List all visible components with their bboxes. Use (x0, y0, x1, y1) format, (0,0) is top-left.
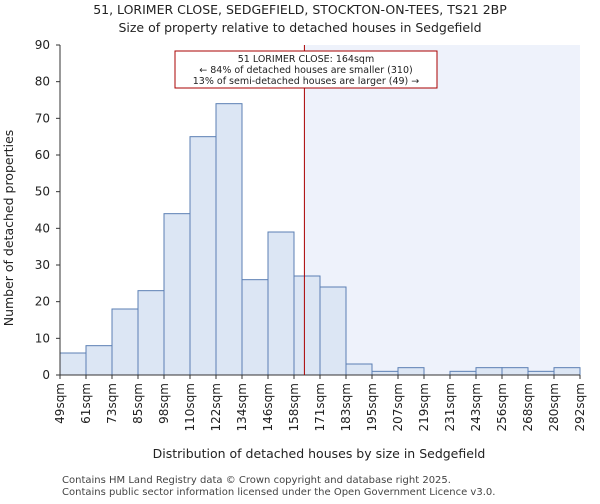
x-axis-label: Distribution of detached houses by size … (153, 446, 486, 461)
x-tick-label: 61sqm (79, 383, 93, 424)
y-tick-label: 10 (35, 331, 50, 345)
bar-98sqm (163, 213, 191, 376)
x-tick-label: 292sqm (573, 383, 587, 431)
highlight-region (304, 45, 580, 375)
x-tick-label: 73sqm (105, 383, 119, 424)
y-tick-label: 80 (35, 75, 50, 89)
annotation-line-2: ← 84% of detached houses are smaller (31… (199, 65, 412, 76)
bar-146sqm (267, 231, 295, 376)
bar-122sqm (215, 103, 243, 376)
x-tick-label: 219sqm (417, 383, 431, 431)
x-tick-label: 207sqm (391, 383, 405, 431)
y-axis-label: Number of detached properties (1, 130, 16, 327)
footer-line-1: Contains HM Land Registry data © Crown c… (62, 475, 451, 486)
x-tick-label: 158sqm (287, 383, 301, 431)
bars-group (59, 103, 581, 376)
bar-243sqm (475, 367, 503, 376)
y-tick-label: 30 (35, 258, 50, 272)
bar-85sqm (137, 290, 165, 376)
x-tick-label: 110sqm (183, 383, 197, 431)
bar-256sqm (501, 367, 529, 376)
bar-158sqm (293, 275, 321, 376)
x-tick-label: 98sqm (157, 383, 171, 424)
bar-171sqm (319, 286, 347, 376)
bar-110sqm (189, 136, 217, 376)
bar-231sqm (449, 370, 477, 376)
annotation-box (174, 50, 438, 89)
bar-73sqm (111, 308, 139, 376)
y-tick-label: 0 (42, 368, 50, 382)
annotation-line-3: 13% of semi-detached houses are larger (… (193, 76, 420, 87)
y-tick-label: 50 (35, 185, 50, 199)
x-tick-label: 134sqm (235, 383, 249, 431)
y-tick-label: 70 (35, 111, 50, 125)
chart-subtitle: Size of property relative to detached ho… (118, 20, 481, 35)
y-tick-label: 90 (35, 38, 50, 52)
footer-line-2: Contains public sector information licen… (62, 487, 495, 498)
bar-61sqm (85, 345, 113, 376)
y-tick-label: 20 (35, 295, 50, 309)
bar-183sqm (345, 363, 373, 376)
bar-134sqm (241, 279, 269, 376)
x-ticks: 49sqm 61sqm 73sqm 85sqm 98sqm 110sqm 122sqm 134… (53, 375, 587, 431)
x-tick-label: 49sqm (53, 383, 67, 424)
x-tick-label: 256sqm (495, 383, 509, 431)
y-ticks: 0 10 20 30 40 50 60 70 80 90 (35, 38, 60, 382)
x-tick-label: 85sqm (131, 383, 145, 424)
bar-49sqm (59, 352, 87, 376)
x-tick-label: 183sqm (339, 383, 353, 431)
x-tick-label: 195sqm (365, 383, 379, 431)
y-tick-label: 60 (35, 148, 50, 162)
bar-268sqm (527, 370, 555, 376)
x-tick-label: 146sqm (261, 383, 275, 431)
x-tick-label: 243sqm (469, 383, 483, 431)
chart-title: 51, LORIMER CLOSE, SEDGEFIELD, STOCKTON-… (93, 2, 507, 17)
x-tick-label: 122sqm (209, 383, 223, 431)
bar-207sqm (397, 367, 425, 376)
bar-195sqm (371, 370, 399, 376)
bar-280sqm (553, 367, 581, 376)
y-tick-label: 40 (35, 221, 50, 235)
x-tick-label: 280sqm (547, 383, 561, 431)
x-tick-label: 268sqm (521, 383, 535, 431)
x-tick-label: 231sqm (443, 383, 457, 431)
x-tick-label: 171sqm (313, 383, 327, 431)
annotation-line-1: 51 LORIMER CLOSE: 164sqm (238, 54, 374, 65)
